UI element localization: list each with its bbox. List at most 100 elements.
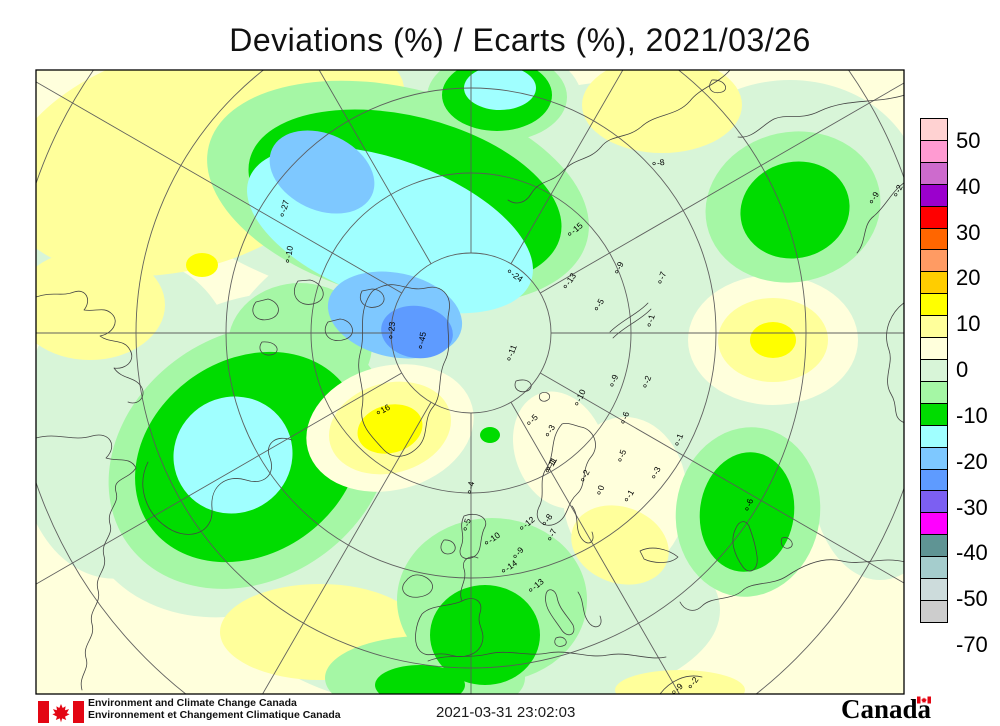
contour-label: -1 [546,457,558,471]
contour-fill-green [430,585,540,685]
contour-label: -6 [619,410,631,424]
canada-wordmark: Canada [841,694,931,725]
coastline [679,559,904,611]
contour-label-text: -8 [656,157,665,168]
colorbar-tick-label: -50 [956,586,988,612]
coastline [609,302,652,339]
contour-labels: -27-10-23-45-24 -13-15-8-5-9-7-1-9-2-11-9… [278,157,904,694]
contour-fills [36,70,904,694]
contour-label-text: -1 [624,488,637,500]
colorbar-segment [920,534,948,558]
contour-label-marker [513,554,517,558]
contour-label-text: -27 [278,199,291,214]
meridian-line [510,70,624,264]
contour-label: -27 [278,199,291,217]
coastline [460,556,479,602]
meridian-line [510,402,680,694]
contour-label-text: -2 [579,468,591,479]
contour-label-marker [280,213,284,217]
maple-leaf-icon [52,703,70,723]
colorbar-segment [920,337,948,360]
coastline [358,284,450,457]
contour-fill-yellow [186,253,218,277]
contour-label-text: -7 [656,270,668,281]
colorbar-tick-label: 30 [956,219,981,245]
coastline [36,434,137,691]
contour-label-marker [546,466,551,471]
contour-label-marker [285,259,290,263]
generation-timestamp: 2021-03-31 23:02:03 [436,704,576,721]
contour-label-marker [568,232,572,236]
contour-label-text: -5 [461,517,473,527]
contour-label: -45 [416,331,428,349]
page-title: Deviations (%) / Ecarts (%), 2021/03/26 [229,22,811,58]
coastline [507,70,731,204]
coastlines [36,70,904,694]
contour-fill-green [375,665,465,694]
contour-label-marker [615,270,619,274]
coastline [577,591,602,628]
contour-label: -3 [545,423,557,437]
contour-label-text: -9 [608,373,620,384]
contour-label-marker [894,193,898,197]
colorbar-tick-label: 0 [956,357,969,383]
contour-label: 16 [376,402,392,415]
coastline [402,574,433,598]
contour-fill-pale_yellow [582,70,742,153]
contour-label-marker [658,280,662,284]
contour-label-text: -23 [386,321,397,334]
contour-fill-blue [381,305,453,359]
footer: Environment and Climate Change Canada En… [0,694,1000,726]
contour-label-marker [610,383,614,387]
coastline [886,302,904,423]
colorbar-tick-label: -30 [956,494,988,520]
colorbar-segment [920,249,948,273]
contour-label: -1 [673,432,685,446]
colorbar-segment [920,446,948,470]
contour-label-marker [624,497,629,502]
wordmark-flag-icon [917,696,931,704]
contour-label-marker [647,323,651,327]
coastline [732,521,758,572]
coastline [142,437,293,535]
coastline [571,505,594,544]
colorbar-segment [920,315,948,339]
contour-label: -9 [608,373,620,387]
contour-label-text: -11 [505,343,518,358]
contour-label-marker [548,537,552,541]
contour-label: -9 [613,260,626,274]
contour-label: -1 [624,488,637,502]
contour-label: -23 [386,321,397,339]
meridian-line [540,82,904,294]
colorbar-tick-label: -70 [956,632,988,657]
colorbar-segment [920,490,948,514]
contour-label-marker [484,541,489,545]
contour-label-marker [594,306,599,311]
contour-label: 0 [595,484,606,495]
contour-fill-green [740,161,850,259]
colorbar-tick-label: -20 [956,448,988,474]
contour-label: -10 [283,245,295,263]
contour-label: -7 [656,270,668,284]
contour-label-text: -1 [645,313,657,323]
contour-label: -5 [594,297,606,311]
contour-fill-yellow [750,322,796,358]
contour-fill-blue_light [269,130,375,214]
contour-label: -10 [573,388,588,406]
coastline [659,675,703,694]
contour-label-marker [643,384,647,388]
contour-label-text: 0 [595,484,606,492]
coastline [259,341,278,356]
contour-label-marker [652,475,656,479]
coastline [709,79,726,94]
coastline [324,318,353,341]
colorbar-segment [920,139,948,163]
colorbar-segment [920,118,948,141]
colorbar-segment [920,556,948,580]
contour-label-marker [501,569,506,573]
meridian-line [36,372,402,585]
contour-label-marker [869,199,874,204]
